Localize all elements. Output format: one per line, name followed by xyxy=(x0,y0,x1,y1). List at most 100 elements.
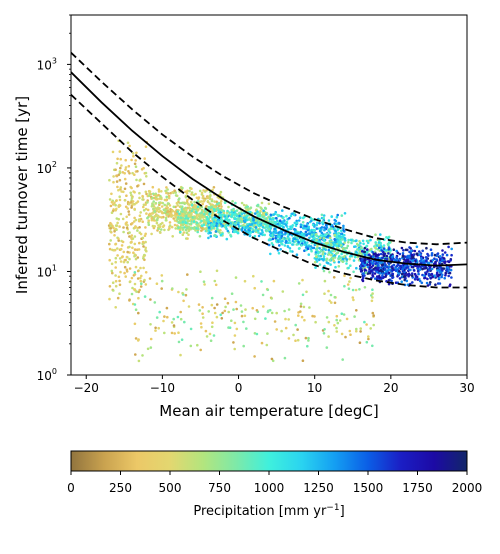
scatter-point xyxy=(417,272,420,276)
scatter-point xyxy=(436,269,439,272)
scatter-point xyxy=(384,272,388,276)
scatter-point xyxy=(114,279,118,283)
scatter-point xyxy=(363,246,367,250)
scatter-point xyxy=(196,343,199,347)
scatter-point xyxy=(267,228,271,231)
scatter-point xyxy=(391,276,394,280)
scatter-point xyxy=(213,306,216,310)
scatter-point xyxy=(124,182,128,185)
scatter-point xyxy=(361,279,365,283)
scatter-point xyxy=(131,222,134,225)
scatter-point xyxy=(109,227,112,230)
scatter-point xyxy=(431,275,434,279)
scatter-point xyxy=(410,253,414,257)
scatter-point xyxy=(426,270,429,273)
scatter-point xyxy=(345,317,349,321)
scatter-point xyxy=(430,272,434,276)
scatter-point xyxy=(176,315,180,319)
scatter-point xyxy=(155,221,159,225)
scatter-point xyxy=(261,293,265,297)
scatter-point xyxy=(130,236,133,240)
scatter-point xyxy=(143,157,146,160)
scatter-point xyxy=(162,319,165,323)
scatter-point xyxy=(359,241,362,245)
scatter-point xyxy=(267,202,271,206)
scatter-point xyxy=(131,203,134,206)
scatter-point xyxy=(124,205,128,209)
scatter-point xyxy=(374,233,377,236)
scatter-point xyxy=(275,328,279,331)
scatter-point xyxy=(325,259,328,262)
scatter-point xyxy=(114,274,117,277)
scatter-point xyxy=(260,280,263,283)
scatter-point xyxy=(205,205,208,208)
scatter-point xyxy=(394,281,398,285)
scatter-point xyxy=(384,249,388,252)
scatter-point xyxy=(260,229,264,232)
scatter-point xyxy=(387,252,390,255)
scatter-point xyxy=(223,297,227,301)
scatter-point xyxy=(359,269,363,273)
scatter-point xyxy=(237,225,241,228)
scatter-point xyxy=(128,280,132,284)
scatter-point xyxy=(315,234,319,238)
scatter-point xyxy=(270,357,274,361)
scatter-point xyxy=(396,268,400,271)
scatter-point xyxy=(371,292,374,295)
scatter-point xyxy=(144,145,148,148)
scatter-point xyxy=(217,220,220,223)
scatter-point xyxy=(115,180,119,183)
scatter-point xyxy=(115,199,118,202)
scatter-point xyxy=(220,218,224,221)
scatter-point xyxy=(427,272,431,276)
scatter-point xyxy=(136,226,139,230)
scatter-point xyxy=(379,244,383,247)
scatter-point xyxy=(210,203,214,206)
scatter-point xyxy=(428,268,431,272)
scatter-point xyxy=(119,270,122,274)
scatter-point xyxy=(442,257,446,260)
scatter-point xyxy=(285,220,289,224)
scatter-point xyxy=(352,259,356,262)
scatter-point xyxy=(180,207,183,211)
scatter-point xyxy=(215,200,218,204)
scatter-point xyxy=(436,252,440,255)
scatter-point xyxy=(414,274,418,278)
scatter-point xyxy=(294,224,298,227)
scatter-point xyxy=(165,195,168,199)
scatter-point xyxy=(339,232,343,236)
scatter-point xyxy=(410,265,414,269)
scatter-point xyxy=(321,252,325,256)
scatter-point xyxy=(120,255,124,259)
scatter-point xyxy=(208,332,212,336)
scatter-point xyxy=(123,199,127,202)
scatter-point xyxy=(323,264,326,268)
scatter-point xyxy=(379,233,382,236)
scatter-point xyxy=(249,210,252,214)
scatter-point xyxy=(293,237,296,241)
scatter-point xyxy=(144,271,148,274)
scatter-point xyxy=(172,317,175,321)
scatter-point xyxy=(303,318,306,322)
scatter-point xyxy=(157,227,160,230)
colorbar-tick-label: 1250 xyxy=(303,481,334,495)
scatter-point xyxy=(327,320,331,324)
scatter-point xyxy=(110,223,113,226)
scatter-point xyxy=(338,319,342,322)
scatter-point xyxy=(258,213,261,216)
scatter-point xyxy=(338,256,342,259)
scatter-point xyxy=(272,279,276,283)
scatter-point xyxy=(216,227,219,230)
scatter-point xyxy=(148,277,152,280)
scatter-point xyxy=(151,212,154,215)
scatter-points xyxy=(107,139,454,363)
lower-bound-line xyxy=(71,94,467,289)
scatter-point xyxy=(131,286,134,290)
scatter-point xyxy=(217,218,221,221)
scatter-point xyxy=(433,275,437,278)
scatter-point xyxy=(361,264,364,268)
scatter-point xyxy=(301,359,305,363)
scatter-point xyxy=(441,258,444,262)
scatter-point xyxy=(418,253,421,256)
